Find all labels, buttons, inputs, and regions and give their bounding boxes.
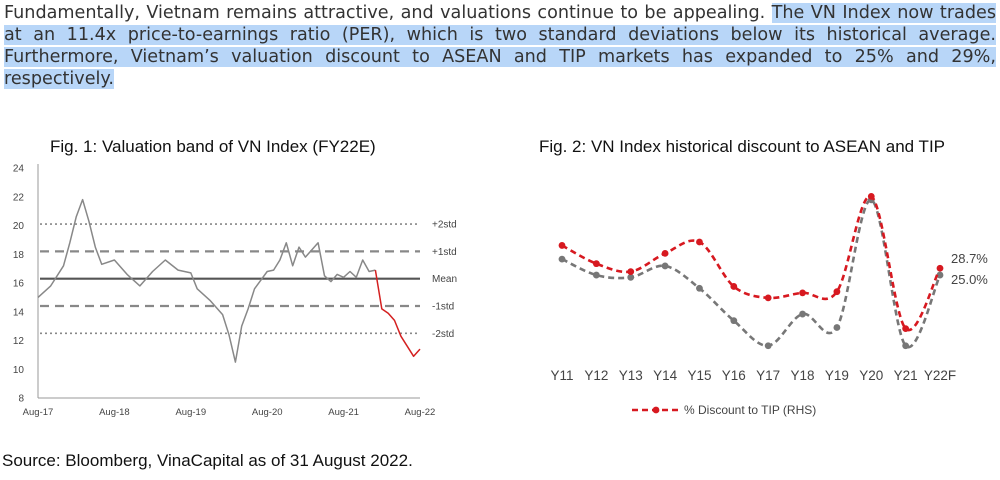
discount-chart: Y11 Y12 Y13 Y14 Y15 Y16 Y17 Y18 Y19 Y20 Y21 Y22F 25.… [550,193,988,417]
y-tick-label: 18 [13,250,25,261]
band-label: +1std [432,247,457,258]
x-category-label: Y19 [825,368,849,383]
x-tick-label: Aug-19 [175,407,206,418]
intro-plain-text: Fundamentally, Vietnam remains attractiv… [4,3,772,23]
x-tick-label: Aug-20 [252,407,283,418]
asean-data-point [558,255,566,263]
y-tick-label: 20 [13,221,25,232]
fig2-title: Fig. 2: VN Index historical discount to … [539,137,945,156]
tip-data-point [833,288,841,296]
x-tick-label: Aug-17 [23,407,54,418]
tip-data-point [592,260,600,268]
asean-data-point [730,317,738,325]
x-category-label: Y14 [653,368,678,383]
asean-data-point [902,342,910,350]
tip-data-point [696,238,703,246]
legend-marker-icon [652,406,660,414]
asean-data-point [696,284,703,292]
band-label: -1std [432,302,454,313]
y-tick-label: 16 [13,279,25,290]
x-tick-label: Aug-18 [99,407,130,418]
x-category-label: Y22F [924,368,956,383]
x-category-label: Y16 [722,368,746,383]
tip-discount-line [561,195,942,332]
tip-data-point [936,264,944,272]
x-category-label: Y12 [584,368,608,383]
valuation-band-chart: 8 10 12 14 16 18 20 22 24 Aug-17 Aug-18 Aug-19 Aug-2… [13,164,457,419]
x-category-label: Y17 [756,368,780,383]
asean-data-point [833,324,841,331]
series-recent-line [374,269,421,358]
intro-paragraph: Fundamentally, Vietnam remains attractiv… [4,2,996,90]
y-tick-label: 22 [13,192,25,203]
band-label: +2std [432,220,457,231]
x-category-label: Y15 [687,368,711,383]
legend-label: % Discount to TIP (RHS) [684,403,816,417]
asean-data-point [799,310,806,318]
asean-data-point [627,273,635,281]
source-note: Source: Bloomberg, VinaCapital as of 31 … [2,451,413,470]
tip-data-point [558,242,566,249]
asean-discount-line [561,198,942,349]
x-tick-label: Aug-22 [405,407,436,418]
y-tick-label: 10 [13,365,25,376]
end-value-label: 28.7% [951,251,988,266]
y-tick-label: 14 [13,307,25,318]
x-category-label: Y20 [859,368,883,383]
asean-data-point [592,271,600,279]
x-category-label: Y13 [619,368,643,383]
x-category-label: Y21 [894,368,918,383]
tip-data-point [730,283,738,290]
tip-data-point [661,250,669,257]
tip-data-point [867,193,875,200]
fig1-title: Fig. 1: Valuation band of VN Index (FY22… [50,137,376,156]
end-value-label: 25.0% [951,272,988,287]
asean-data-point [661,262,669,270]
x-category-label: Y18 [791,368,815,383]
x-category-label: Y11 [550,368,573,383]
y-tick-label: 8 [18,394,24,405]
band-label: -2std [432,329,454,340]
y-tick-label: 24 [13,164,25,175]
x-tick-label: Aug-21 [328,407,359,418]
tip-data-point [799,289,806,297]
tip-data-point [627,268,635,276]
band-label: Mean [432,274,457,285]
tip-data-point [764,294,772,302]
asean-data-point [764,342,772,350]
y-tick-label: 12 [13,336,25,347]
asean-data-point [936,271,944,279]
series-historical-line [37,198,376,363]
tip-data-point [902,325,910,333]
